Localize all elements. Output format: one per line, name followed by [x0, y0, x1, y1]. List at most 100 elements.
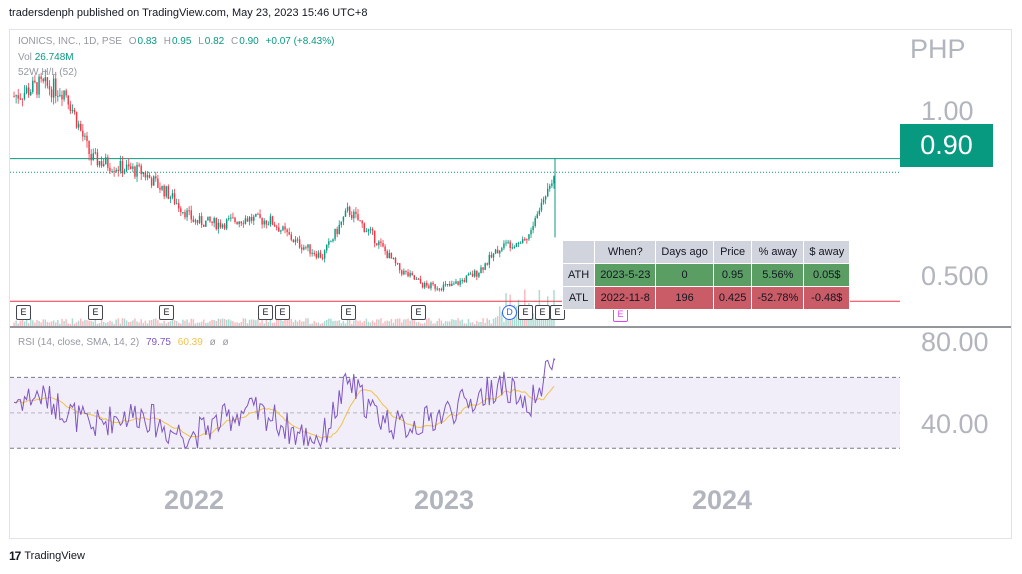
earnings-marker[interactable]: E: [88, 305, 103, 320]
volume-bar: [549, 314, 551, 326]
candle-body: [242, 223, 245, 225]
candle-body: [196, 220, 199, 223]
candle-body: [451, 283, 453, 286]
volume-bar: [67, 323, 69, 326]
candle-body: [244, 218, 247, 224]
upcoming-earnings-marker[interactable]: E: [613, 307, 628, 322]
candle-body: [15, 95, 17, 97]
volume-bar: [248, 319, 251, 326]
volume-bar: [474, 323, 476, 326]
volume-bar: [130, 321, 132, 326]
candle-body: [90, 154, 92, 161]
volume-bar: [463, 323, 466, 326]
candle-body: [132, 166, 134, 169]
candle-body: [169, 197, 172, 199]
candle-body: [363, 223, 365, 232]
candle-body: [471, 273, 474, 277]
volume-bar: [96, 323, 99, 326]
volume-bar: [453, 319, 455, 326]
candle-body: [219, 222, 222, 228]
dividend-marker[interactable]: D: [502, 305, 517, 320]
volume-bar: [515, 306, 518, 326]
candle-body: [238, 221, 240, 225]
candle-body: [117, 169, 120, 172]
earnings-marker[interactable]: E: [535, 305, 550, 320]
volume-bar: [125, 320, 128, 326]
candle-body: [549, 185, 551, 189]
candle-body: [140, 165, 142, 175]
candle-body: [536, 214, 539, 219]
volume-bar: [46, 321, 49, 326]
volume-bar: [342, 321, 345, 326]
footer-brand: TradingView: [24, 550, 85, 562]
candle-body: [65, 90, 67, 96]
tradingview-footer[interactable]: 17 TradingView: [9, 549, 85, 563]
candle-body: [398, 263, 401, 271]
candle-body: [36, 82, 38, 95]
candle-body: [123, 170, 126, 174]
earnings-marker[interactable]: E: [411, 305, 426, 320]
candle-body: [271, 216, 274, 225]
volume-bar: [186, 319, 188, 326]
candle-body: [344, 210, 347, 217]
price-tick-0-5: 0.500: [921, 261, 989, 291]
volume-bar: [459, 320, 461, 326]
rsi-legend: RSI (14, close, SMA, 14, 2) 79.75 60.39 …: [18, 337, 229, 348]
volume-bar: [401, 322, 403, 326]
candle-body: [388, 252, 391, 259]
earnings-marker[interactable]: E: [341, 305, 356, 320]
candle-body: [434, 284, 436, 289]
volume-bar: [238, 322, 240, 326]
candle-body: [228, 218, 230, 220]
candle-body: [184, 212, 186, 218]
ath-pct: 5.56%: [751, 263, 805, 287]
candle-body: [205, 220, 207, 227]
volume-bar: [532, 313, 534, 326]
candle-body: [326, 244, 328, 251]
volume-bar: [353, 320, 355, 326]
candle-body: [528, 234, 530, 240]
candle-body: [338, 224, 340, 235]
candle-body: [378, 241, 380, 246]
candle-body: [32, 80, 34, 93]
symbol-legend: IONICS, INC., 1D, PSE O0.83 H0.95 L0.82 …: [18, 36, 335, 47]
wk52-legend[interactable]: 52W H/L (52): [18, 67, 78, 78]
candle-body: [75, 112, 78, 128]
atl-price: 0.425: [712, 286, 753, 310]
chart-frame[interactable]: IONICS, INC., 1D, PSE O0.83 H0.95 L0.82 …: [9, 29, 1012, 539]
volume-bar: [188, 322, 190, 326]
symbol-title[interactable]: IONICS, INC., 1D, PSE: [18, 36, 122, 47]
candle-body: [444, 284, 447, 286]
earnings-marker[interactable]: E: [518, 305, 533, 320]
earnings-marker[interactable]: E: [275, 305, 290, 320]
candle-body: [180, 208, 182, 213]
candle-body: [292, 239, 295, 243]
volume-bar: [121, 318, 124, 326]
volume-bar: [150, 319, 153, 326]
table-header: [561, 240, 596, 264]
volume-bar: [392, 322, 395, 326]
earnings-marker[interactable]: E: [258, 305, 273, 320]
volume-bar: [52, 320, 55, 326]
earnings-marker[interactable]: E: [159, 305, 174, 320]
volume-bar: [192, 319, 195, 326]
volume-bar: [119, 323, 122, 326]
candle-body: [361, 220, 363, 224]
volume-bar: [488, 319, 491, 326]
volume-bar: [451, 319, 453, 326]
volume-bar: [123, 318, 126, 326]
candle-body: [405, 270, 407, 272]
volume-bar: [111, 321, 113, 326]
candle-body: [369, 229, 372, 231]
volume-bar: [219, 319, 222, 326]
volume-bar: [486, 318, 488, 326]
volume-bar: [384, 321, 386, 326]
earnings-marker[interactable]: E: [550, 305, 565, 320]
rsi-tick-80: 80.00: [921, 327, 989, 357]
candle-body: [94, 152, 97, 154]
rsi-title[interactable]: RSI (14, close, SMA, 14, 2): [18, 337, 140, 348]
candle-body: [63, 90, 65, 100]
volume-bar: [209, 321, 211, 326]
earnings-marker[interactable]: E: [16, 305, 31, 320]
volume-bar: [413, 319, 416, 326]
